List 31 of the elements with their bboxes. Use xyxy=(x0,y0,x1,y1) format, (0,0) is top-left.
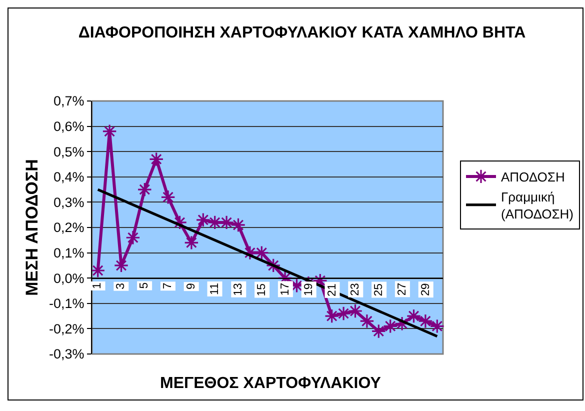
x-tick-label: 11 xyxy=(208,282,221,295)
y-tick-label: -0,3% xyxy=(49,346,84,362)
chart-title: ΔΙΑΦΟΡΟΠΟΙΗΣΗ ΧΑΡΤΟΦΥΛΑΚΙΟΥ ΚΑΤΑ ΧΑΜΗΛΟ ΒΗΤΑ xyxy=(78,24,526,42)
x-tick-label: 29 xyxy=(420,283,432,296)
y-tick-label: 0,6% xyxy=(54,119,84,134)
x-tick-label: 15 xyxy=(256,283,268,296)
y-axis-title: ΜΕΣΗ ΑΠΟΔΟΣΗ xyxy=(22,159,42,296)
x-tick-label: 3 xyxy=(115,282,128,290)
y-tick-label: 0,4% xyxy=(54,170,84,185)
x-tick-label: 17 xyxy=(279,282,292,296)
y-tick-label: 0,1% xyxy=(54,246,84,261)
x-tick-label: 7 xyxy=(162,282,174,290)
x-tick-label: 25 xyxy=(373,283,386,296)
y-tick-label: 0,7% xyxy=(54,94,84,109)
x-tick-label: 19 xyxy=(302,283,315,296)
x-tick-label: 23 xyxy=(350,283,362,296)
x-tick-label: 13 xyxy=(232,283,245,296)
y-tick-label: -0,2% xyxy=(49,321,84,336)
x-tick-label: 27 xyxy=(396,282,408,296)
y-tick-label: 0,5% xyxy=(54,144,84,160)
y-tick-label: -0,1% xyxy=(49,296,84,312)
x-axis-title: ΜΕΓΕΘΟΣ ΧΑΡΤΟΦΥΛΑΚΙΟΥ xyxy=(160,375,382,392)
x-tick-label: 5 xyxy=(138,282,151,289)
y-tick-label: 0,0% xyxy=(54,270,84,286)
x-tick-label: 21 xyxy=(326,284,338,296)
legend-label: ΑΠΟΔΟΣΗ xyxy=(501,170,565,185)
y-tick-label: 0,2% xyxy=(54,220,84,236)
legend-label: Γραμμική (ΑΠΟΔΟΣΗ) xyxy=(501,189,574,222)
y-tick-label: 0,3% xyxy=(54,194,84,210)
x-tick-label: 9 xyxy=(185,283,198,290)
x-tick-label: 1 xyxy=(92,282,104,289)
